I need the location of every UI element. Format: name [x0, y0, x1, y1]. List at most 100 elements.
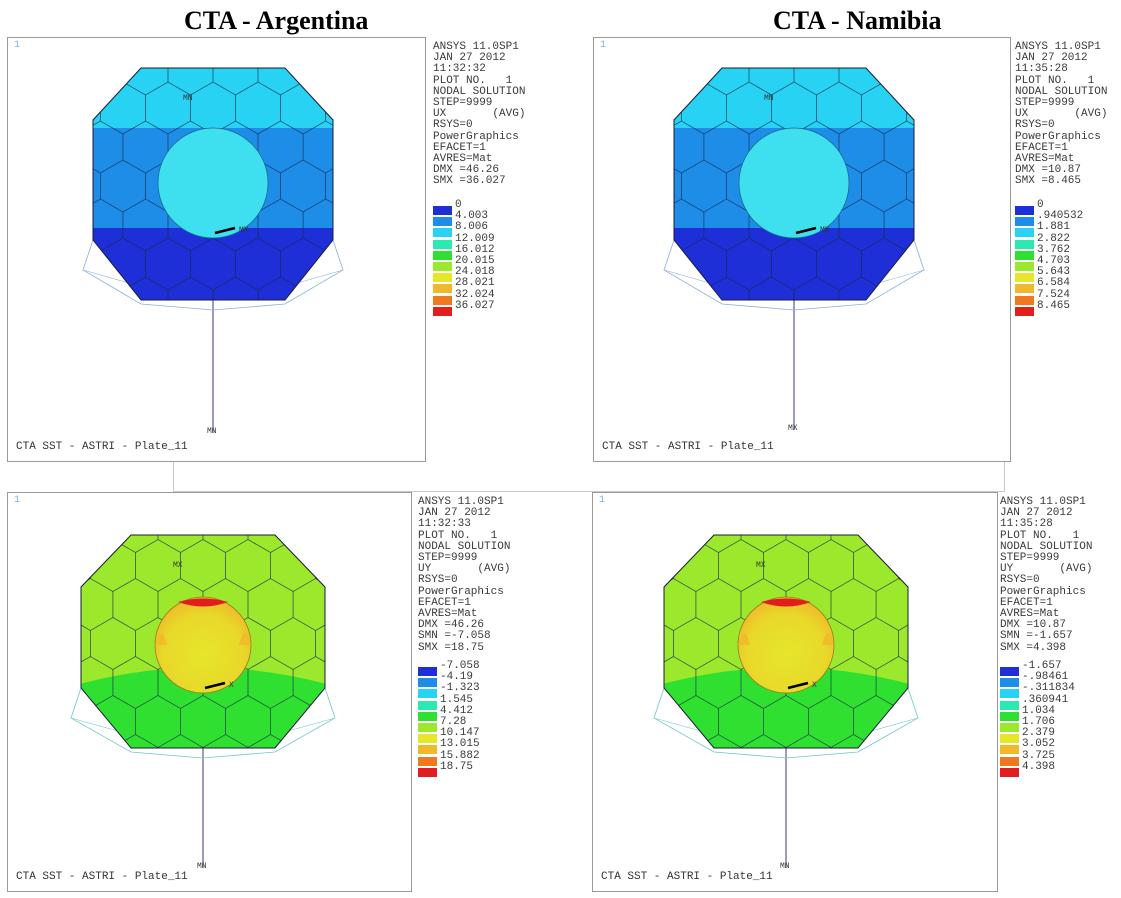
- mirror-facet: [325, 237, 333, 291]
- legend-swatch: [433, 239, 452, 249]
- legend-value: 8.465: [1037, 299, 1071, 312]
- mirror-facet: [212, 276, 259, 300]
- info-line: NODAL SOLUTION: [418, 540, 511, 553]
- legend-swatch: [1015, 206, 1034, 215]
- legend-value: 32.024: [455, 288, 495, 301]
- ansys-info-block: ANSYS 11.0SP1 JAN 27 2012 11:32:32 PLOT NO.…: [433, 41, 525, 188]
- legend-value: -4.19: [440, 671, 474, 684]
- info-line: ANSYS 11.0SP1: [433, 41, 519, 53]
- mirror-facet: [674, 68, 705, 96]
- mirror-facet: [348, 199, 393, 251]
- info-line: EFACET=1: [1000, 596, 1053, 609]
- legend-swatch: [418, 667, 437, 676]
- legend-value: .940532: [1037, 210, 1084, 223]
- mirror-facet: [921, 579, 966, 631]
- info-line: ANSYS 11.0SP1: [1000, 496, 1086, 508]
- window-number: 1: [599, 495, 606, 506]
- title-argentina: CTA - Argentina: [184, 6, 369, 35]
- mirror-facet: [226, 774, 271, 826]
- ansys-info-block: ANSYS 11.0SP1 JAN 27 2012 11:35:28 PLOT NO.…: [1000, 496, 1093, 654]
- legend-swatch: [418, 700, 437, 710]
- info-line: SMX =4.398: [1000, 641, 1067, 654]
- legend-swatch: [433, 306, 452, 316]
- info-line: NODAL SOLUTION: [1000, 540, 1093, 553]
- mirror-facet: [793, 276, 840, 300]
- node-label: MN: [197, 862, 207, 871]
- legend-swatch: [433, 295, 452, 305]
- mirror-facet: [348, 43, 393, 95]
- mirror-facet: [338, 657, 383, 709]
- info-line: PowerGraphics: [1015, 130, 1101, 143]
- mirror-facet: [883, 68, 914, 96]
- mirror-facet: [55, 316, 100, 368]
- node-label: X: [229, 681, 234, 690]
- mirror-facet: [899, 774, 944, 826]
- mirror-facet: [772, 38, 817, 56]
- mirror-facet: [681, 38, 726, 56]
- legend-swatch: [418, 689, 437, 699]
- legend-swatch: [1000, 734, 1019, 744]
- legend-value: 6.584: [1037, 277, 1071, 290]
- info-line: SMN =-7.058: [418, 630, 491, 643]
- mirror-facet: [338, 501, 383, 553]
- info-line: SMX =36.027: [433, 175, 506, 188]
- legend-swatch: [433, 217, 452, 227]
- legend-value: 28.021: [455, 277, 495, 290]
- mirror-facet: [929, 121, 974, 173]
- mirror-facet: [727, 316, 772, 368]
- legend-value: .360941: [1022, 693, 1069, 706]
- legend-swatch: [433, 284, 452, 294]
- info-line: UX (AVG): [1015, 108, 1108, 121]
- info-line: PLOT NO. 1: [418, 529, 498, 542]
- info-line: STEP=9999: [433, 97, 493, 110]
- mirror-facet: [191, 38, 236, 56]
- mirror-facet: [23, 501, 68, 553]
- mirror-facet: [90, 493, 135, 514]
- info-line: DMX =10.87: [1015, 164, 1082, 177]
- legend-swatch: [433, 250, 452, 260]
- mirror-facet: [703, 276, 750, 300]
- mirror-facet: [719, 774, 764, 826]
- legend-swatch: [433, 273, 452, 283]
- info-line: JAN 27 2012: [418, 507, 491, 520]
- mirror-facet: [785, 734, 832, 748]
- mirror-facet: [136, 493, 181, 514]
- mirror-facet: [817, 316, 862, 368]
- mirror-facet: [292, 535, 325, 553]
- mirror-facet: [348, 277, 393, 329]
- mirror-facet: [292, 734, 325, 748]
- secondary-mirror: [738, 127, 850, 239]
- info-line: 11:35:28: [1015, 63, 1068, 76]
- info-line: EFACET=1: [1015, 141, 1068, 154]
- legend-swatch: [1015, 306, 1034, 316]
- mirror-facet: [862, 38, 907, 56]
- legend-swatch: [1000, 700, 1019, 710]
- legend-swatch: [1015, 228, 1034, 238]
- legend-value: 10.147: [440, 727, 480, 740]
- info-line: PLOT NO. 1: [433, 74, 513, 87]
- mirror-facet: [93, 237, 101, 291]
- info-line: JAN 27 2012: [1000, 507, 1073, 520]
- legend-swatch: [418, 711, 437, 721]
- info-line: 11:35:28: [1000, 518, 1053, 531]
- info-line: RSYS=0: [1015, 119, 1055, 132]
- info-line: PLOT NO. 1: [1015, 74, 1095, 87]
- legend-value: 8.006: [455, 221, 489, 234]
- mirror-facet: [921, 735, 966, 787]
- mirror-facet: [929, 199, 974, 251]
- mirror-facet: [338, 579, 383, 631]
- mirror-facet: [875, 535, 908, 553]
- mirror-facet: [45, 493, 90, 514]
- plot-caption: CTA SST - ASTRI - Plate_11: [16, 441, 188, 453]
- legend-swatch: [418, 767, 437, 777]
- legend-value: 16.012: [455, 243, 495, 256]
- mirror-facet: [727, 38, 772, 56]
- mirror-facet: [838, 276, 885, 300]
- info-line: ANSYS 11.0SP1: [418, 496, 504, 508]
- legend-value: -7.058: [440, 660, 480, 672]
- mirror-facet: [681, 316, 726, 368]
- mirror-facet: [809, 493, 854, 514]
- info-line: DMX =10.87: [1000, 619, 1067, 632]
- row-separator: [173, 462, 1005, 492]
- mirror-facet: [862, 316, 907, 368]
